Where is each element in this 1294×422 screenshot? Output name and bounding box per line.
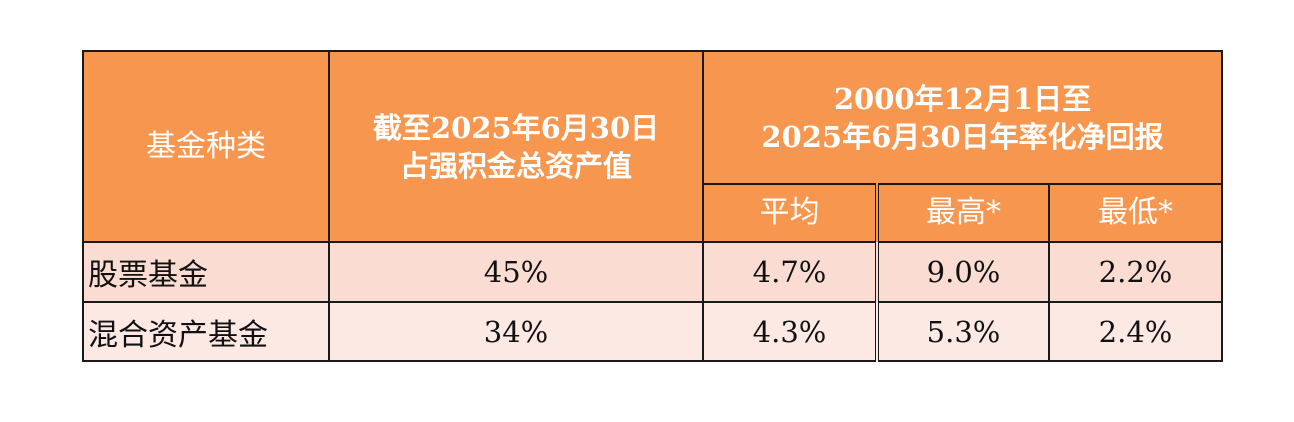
asset-share-cell: 34% — [329, 302, 703, 361]
header-high: 最高* — [877, 184, 1049, 242]
header-asset-share: 截至2025年6月30日 占强积金总资产值 — [329, 51, 703, 242]
high-return-cell: 5.3% — [877, 302, 1049, 361]
header-fund-type-label: 基金种类 — [146, 129, 266, 164]
low-return-cell: 2.4% — [1049, 302, 1222, 361]
fund-name-cell: 混合资产基金 — [83, 302, 329, 361]
avg-return-cell: 4.3% — [703, 302, 877, 361]
low-return-cell: 2.2% — [1049, 242, 1222, 302]
fund-return-table: 基金种类 截至2025年6月30日 占强积金总资产值 2000年12月1日至 2… — [82, 50, 1223, 362]
asset-share-cell: 45% — [329, 242, 703, 302]
fund-name-cell: 股票基金 — [83, 242, 329, 302]
avg-return-cell: 4.7% — [703, 242, 877, 302]
header-fund-type: 基金种类 — [83, 51, 329, 242]
header-return-line-1: 2000年12月1日至 — [704, 80, 1221, 118]
header-return-line-2: 2025年6月30日年率化净回报 — [704, 118, 1221, 156]
table-row: 股票基金 45% 4.7% 9.0% 2.2% — [83, 242, 1222, 302]
header-avg: 平均 — [703, 184, 877, 242]
header-return-group: 2000年12月1日至 2025年6月30日年率化净回报 — [703, 51, 1222, 184]
header-low: 最低* — [1049, 184, 1222, 242]
header-row-1: 基金种类 截至2025年6月30日 占强积金总资产值 2000年12月1日至 2… — [83, 51, 1222, 184]
high-return-cell: 9.0% — [877, 242, 1049, 302]
header-asset-share-line-2: 占强积金总资产值 — [330, 147, 702, 185]
header-asset-share-line-1: 截至2025年6月30日 — [330, 109, 702, 147]
header-high-label: 最高* — [926, 195, 1001, 230]
table-row: 混合资产基金 34% 4.3% 5.3% 2.4% — [83, 302, 1222, 361]
header-avg-label: 平均 — [760, 195, 820, 230]
header-low-label: 最低* — [1098, 195, 1173, 230]
